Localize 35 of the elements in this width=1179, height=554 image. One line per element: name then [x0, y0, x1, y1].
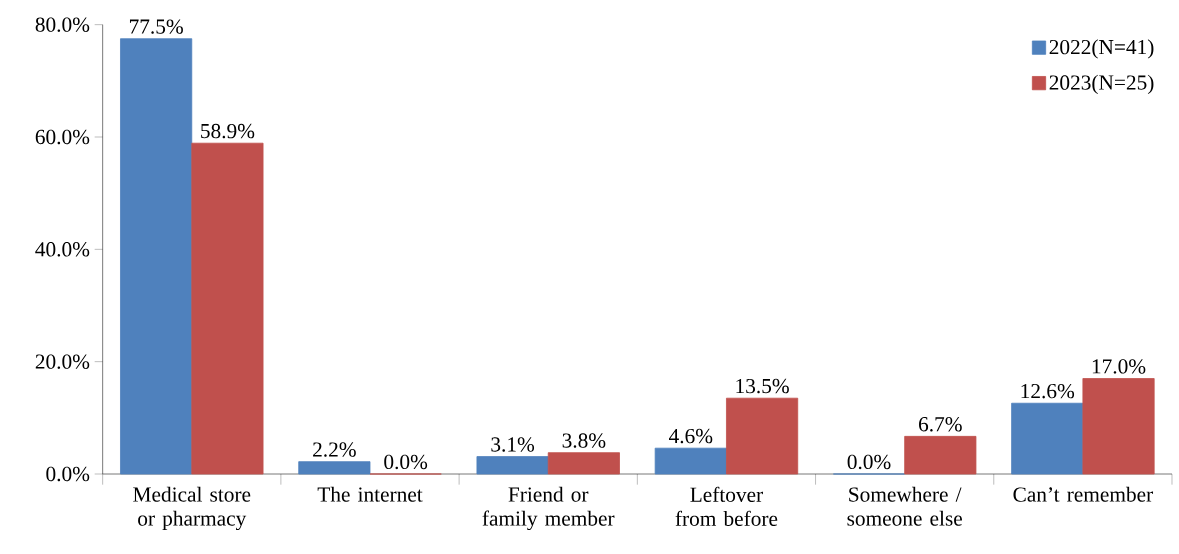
x-tick-label: Leftover from before — [675, 486, 778, 526]
data-label: 0.0% — [384, 454, 428, 470]
data-label: 6.7% — [919, 417, 962, 432]
bar — [1082, 378, 1155, 475]
data-label: 3.1% — [491, 437, 535, 452]
data-label: 0.0% — [847, 454, 891, 470]
data-label: 12.6% — [1021, 383, 1075, 399]
data-label: 58.9% — [201, 123, 255, 139]
data-label: 2.2% — [313, 442, 356, 457]
x-tick-label: The internet — [317, 486, 423, 502]
data-label: 13.5% — [736, 378, 789, 394]
y-tick-label: 20.0% — [35, 354, 90, 369]
bar — [726, 397, 799, 475]
x-tick-label: Somewhere / someone else — [847, 486, 962, 526]
y-tick-label: 60.0% — [35, 129, 90, 145]
bar — [547, 452, 620, 475]
bar — [298, 461, 371, 475]
x-tick-label: Medical store or pharmacy — [133, 486, 251, 531]
y-tick-label: 80.0% — [35, 17, 90, 32]
y-tick-label: 40.0% — [35, 242, 90, 257]
bar — [476, 456, 549, 475]
y-tick-label: 0.0% — [46, 466, 90, 482]
x-tick-label: Friend or family member — [482, 486, 615, 531]
bar — [120, 38, 193, 475]
x-tick-label: Can’t remember — [1013, 486, 1154, 502]
bar — [904, 435, 977, 475]
data-label: 4.6% — [669, 428, 713, 444]
bar — [191, 142, 264, 475]
data-label: 17.0% — [1092, 359, 1146, 374]
data-label: 77.5% — [129, 19, 183, 34]
legend-label: 2022(N=41) — [1049, 39, 1154, 59]
bar — [1011, 402, 1084, 475]
bar — [654, 447, 727, 475]
legend-label: 2023(N=25) — [1049, 74, 1154, 95]
data-label: 3.8% — [562, 433, 606, 448]
